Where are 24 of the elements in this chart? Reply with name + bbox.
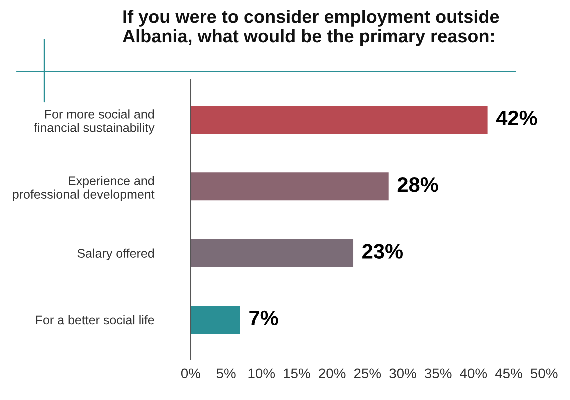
data-label: 23%: [362, 244, 403, 259]
x-tick-label: 35%: [424, 368, 452, 379]
y-tick-label: Experience and professional development: [13, 176, 155, 202]
data-label: 42%: [496, 110, 538, 126]
x-tick-label: 20%: [319, 368, 346, 379]
y-tick-label: For a better social life: [36, 315, 154, 325]
x-tick-label: 15%: [284, 368, 310, 379]
chart-title: If you were to consider employment outside Albania, what would be the primary reason:: [123, 10, 500, 46]
y-tick-label: Salary offered: [78, 248, 154, 260]
x-tick-label: 50%: [531, 368, 558, 379]
x-tick-label: 10%: [248, 368, 276, 379]
x-tick-label: 30%: [390, 368, 416, 379]
bar: [190, 172, 389, 201]
x-tick-label: 40%: [460, 368, 488, 379]
x-tick-label: 0%: [181, 368, 200, 379]
data-label: 28%: [398, 178, 438, 192]
x-tick-label: 25%: [354, 368, 382, 379]
x-tick-label: 45%: [495, 368, 522, 379]
data-label: 7%: [250, 310, 278, 326]
x-tick-label: 5%: [216, 368, 236, 379]
bar: [190, 106, 488, 134]
bar: [190, 239, 354, 268]
y-tick-label: For more social and financial sustainability: [34, 110, 155, 135]
bar: [190, 306, 240, 334]
